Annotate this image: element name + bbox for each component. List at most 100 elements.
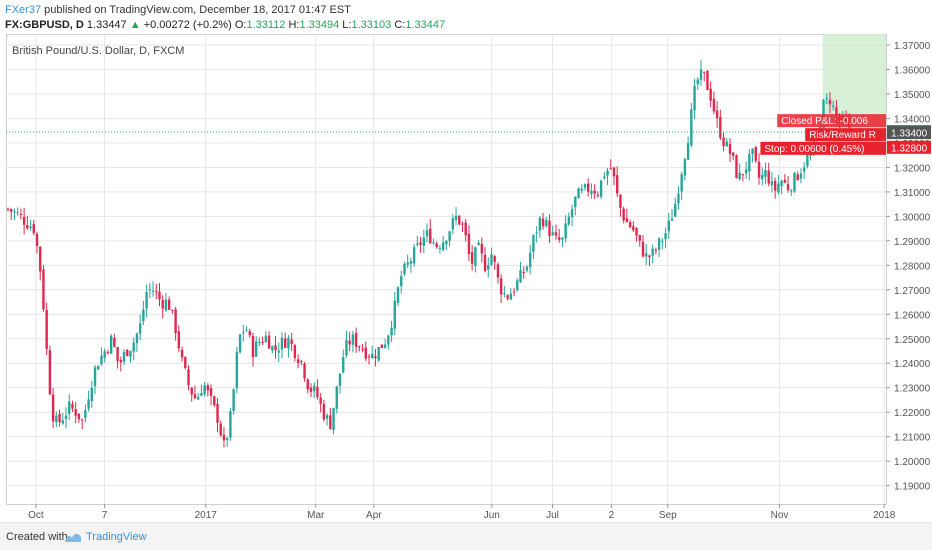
candle-body [458,215,461,225]
y-tick-label: 1.22000 [894,408,931,419]
candle-body [664,233,667,240]
candle-body [541,218,545,227]
candle-body [822,99,825,128]
candle-body [71,403,74,409]
candle-body [577,188,580,199]
publish-info: FXer37 published on TradingView.com, Dec… [5,3,351,17]
candle-body [142,309,145,322]
candle-body [532,235,535,252]
candle-body [254,341,258,357]
y-tick-label: 1.25000 [894,335,931,346]
candle-body [396,287,400,303]
candle-body [403,263,406,275]
y-tick-label: 1.24000 [894,359,931,370]
candle-body [371,353,374,358]
candle-body [548,220,551,236]
candle-body [777,183,780,193]
candle-body [580,188,583,191]
last-price: 1.33447 [86,19,127,31]
y-tick-label: 1.31000 [894,188,931,199]
candle-body [406,262,409,265]
candle-body [122,351,126,362]
candle-body [16,212,19,214]
candle-body [680,174,683,192]
candle-body [764,170,767,177]
candle-body [171,309,174,311]
candle-body [351,334,355,345]
candle-body [538,217,542,231]
candle-body [796,174,799,181]
candle-body [706,70,709,90]
candle-body [64,415,68,419]
candle-body [200,393,203,396]
candle-body [68,401,71,414]
candle-body [528,252,532,268]
candle-body [438,247,442,249]
candle-body [164,299,168,311]
candle-body [477,242,480,245]
candle-body [100,355,103,365]
candle-body [106,351,110,353]
symbol-label: FX:GBPUSD, D [5,19,84,31]
candle-body [496,264,500,278]
candle-body [232,389,235,411]
candle-body [206,385,210,391]
candle-body [10,209,13,212]
candle-body [55,415,58,423]
candle-body [503,293,506,295]
candle-body [364,347,367,359]
candle-body [358,346,361,348]
candle-body [483,254,487,272]
y-tick-label: 1.32000 [894,163,931,174]
x-tick-label: Jul [546,510,559,520]
candle-body [738,172,741,180]
candle-body [596,194,600,196]
candle-body [564,223,567,239]
candle-body [677,193,680,204]
candle-body [138,323,142,334]
author-link[interactable]: FXer37 [5,4,42,16]
candle-body [22,217,26,225]
x-tick-label: Nov [771,510,789,520]
chart-area[interactable]: 1.19000 1.20000 1.21000 1.22000 1.23000 1.240… [6,34,932,520]
candle-body [748,153,751,172]
y-tick-label: 1.34000 [894,114,931,125]
candle-body [287,337,290,349]
candle-body [703,71,706,73]
candle-body [567,216,571,225]
candle-body [661,240,664,242]
candle-body [429,228,432,244]
candle-body [271,346,274,351]
candle-body [367,356,371,358]
candle-body [599,180,603,197]
candle-body [348,340,351,345]
candle-body [735,155,738,178]
tradingview-link[interactable]: TradingView [86,531,147,543]
candle-body [135,333,139,344]
candle-body [280,337,284,350]
candle-body [635,228,638,236]
candle-body [103,351,106,358]
candle-body [161,299,164,309]
price-label-bg [887,126,931,140]
x-tick-label: 2 [609,510,615,520]
candle-body [387,335,390,345]
candle-body [155,291,158,293]
candle-body [751,148,754,154]
price-change: +0.00272 (+0.2%) [143,19,232,31]
candle-body [325,415,329,419]
candle-body [767,170,770,184]
candle-body [645,253,648,257]
y-tick-label: 1.27000 [894,286,931,297]
candle-body [773,181,777,191]
candle-body [470,252,474,264]
candle-body [474,247,477,267]
candle-body [126,349,129,356]
tradingview-logo-icon [65,533,81,542]
candle-body [42,269,45,310]
price-chart[interactable]: 1.19000 1.20000 1.21000 1.22000 1.23000 1.240… [6,34,932,520]
candle-body [790,190,793,192]
candle-body [612,167,616,177]
candle-body [225,438,229,440]
candle-body [625,218,629,223]
